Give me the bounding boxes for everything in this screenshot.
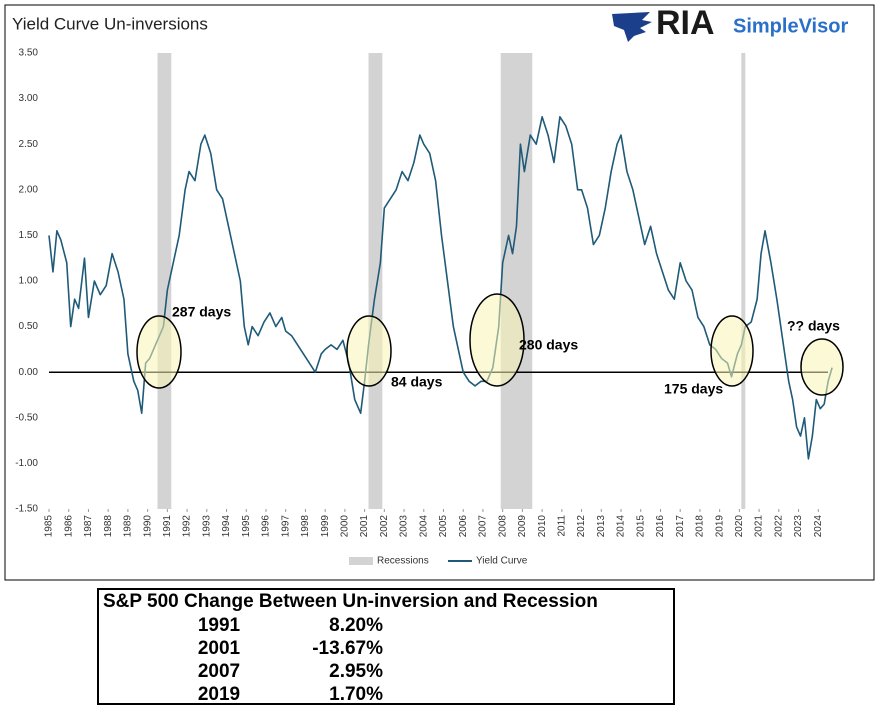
table-year: 2007	[197, 661, 241, 682]
x-tick-label: 1993	[201, 515, 212, 538]
x-tick-label: 1985	[44, 515, 55, 538]
x-tick-label: 1988	[103, 515, 114, 538]
x-tick-label: 2018	[695, 515, 706, 538]
y-tick-label: 0.50	[19, 321, 39, 332]
y-tick-label: 3.00	[19, 93, 39, 104]
y-tick-label: 3.50	[19, 48, 39, 59]
x-tick-label: 2012	[576, 515, 587, 538]
table-change: 8.20%	[329, 615, 383, 636]
table-change: -13.67%	[312, 638, 383, 659]
y-tick-label: -1.00	[15, 458, 38, 469]
x-tick-label: 2019	[714, 515, 725, 538]
legend-swatch-recessions	[349, 557, 373, 565]
x-tick-label: 2005	[438, 515, 449, 538]
x-tick-label: 2021	[754, 515, 765, 538]
x-tick-label: 1995	[241, 515, 252, 538]
annotation: ?? days	[787, 318, 840, 334]
x-tick-label: 1996	[261, 515, 272, 538]
logo: RIA SimpleVisor	[612, 4, 848, 42]
x-tick-label: 1987	[83, 515, 94, 538]
x-tick-label: 1991	[162, 515, 173, 538]
x-tick-label: 2006	[458, 515, 469, 538]
x-tick-label: 2020	[734, 515, 745, 538]
recession-band	[500, 53, 533, 509]
y-tick-label: 1.00	[19, 276, 39, 287]
table-year: 1991	[197, 615, 241, 636]
x-tick-label: 2017	[675, 515, 686, 538]
logo-brand: RIA	[656, 4, 715, 42]
y-tick-label: -0.50	[15, 412, 38, 423]
chart: Yield Curve Un-inversions RIA SimpleViso…	[4, 4, 875, 581]
legend-label: Recessions	[377, 556, 429, 567]
y-tick-label: 2.50	[19, 139, 39, 150]
logo-eagle	[612, 12, 652, 42]
x-tick-label: 2023	[793, 515, 804, 538]
table-row: 1991 8.20%	[99, 615, 673, 639]
x-tick-label: 1989	[123, 515, 134, 538]
x-tick-label: 2002	[379, 515, 390, 538]
x-tick-label: 1998	[300, 515, 311, 538]
y-tick-label: 0.00	[19, 367, 39, 378]
x-tick-label: 2014	[616, 515, 627, 538]
x-tick-label: 1992	[182, 515, 193, 538]
highlight-ellipse	[346, 315, 392, 387]
x-tick-label: 2007	[478, 515, 489, 538]
annotation: 175 days	[664, 381, 723, 397]
x-tick-label: 2004	[418, 515, 429, 538]
x-tick-label: 2015	[635, 515, 646, 538]
y-tick-label: -1.50	[15, 504, 38, 515]
y-tick-label: 1.50	[19, 230, 39, 241]
x-tick-label: 2013	[596, 515, 607, 538]
highlight-ellipse	[800, 338, 844, 396]
x-tick-label: 2000	[340, 515, 351, 538]
x-tick-label: 1997	[280, 515, 291, 538]
table-change: 1.70%	[329, 684, 383, 705]
highlight-ellipse	[710, 315, 754, 387]
x-tick-label: 2011	[556, 515, 567, 537]
table-row: 2007 2.95%	[99, 661, 673, 685]
table-title: S&P 500 Change Between Un-inversion and …	[103, 591, 598, 612]
logo-product: SimpleVisor	[733, 15, 848, 37]
highlight-ellipse	[469, 293, 525, 387]
x-tick-label: 1999	[320, 515, 331, 538]
y-tick-label: 2.00	[19, 184, 39, 195]
annotation: 287 days	[172, 304, 231, 320]
x-tick-label: 1994	[221, 515, 232, 538]
recession-band	[157, 53, 172, 509]
table: S&P 500 Change Between Un-inversion and …	[97, 588, 675, 705]
table-year: 2001	[197, 638, 241, 659]
table-year: 2019	[197, 684, 241, 705]
highlight-ellipse	[136, 315, 182, 389]
table-change: 2.95%	[329, 661, 383, 682]
x-tick-label: 1990	[142, 515, 153, 538]
x-tick-label: 2003	[399, 515, 410, 538]
x-tick-label: 2016	[655, 515, 666, 538]
recession-band	[368, 53, 383, 509]
x-tick-label: 2009	[517, 515, 528, 538]
x-tick-label: 2010	[537, 515, 548, 538]
x-tick-label: 2001	[359, 515, 370, 538]
x-tick-label: 1986	[63, 515, 74, 538]
x-tick-label: 2008	[497, 515, 508, 538]
x-tick-label: 2022	[773, 515, 784, 538]
table-row: 2001 -13.67%	[99, 638, 673, 662]
chart-title: Yield Curve Un-inversions	[12, 14, 208, 33]
table-row: 2019 1.70%	[99, 684, 673, 708]
chart-border	[4, 4, 875, 581]
recession-band	[741, 53, 746, 509]
x-tick-label: 2024	[813, 515, 824, 538]
legend-label: Yield Curve	[476, 556, 528, 567]
annotation: 280 days	[519, 337, 578, 353]
annotation: 84 days	[391, 374, 443, 390]
